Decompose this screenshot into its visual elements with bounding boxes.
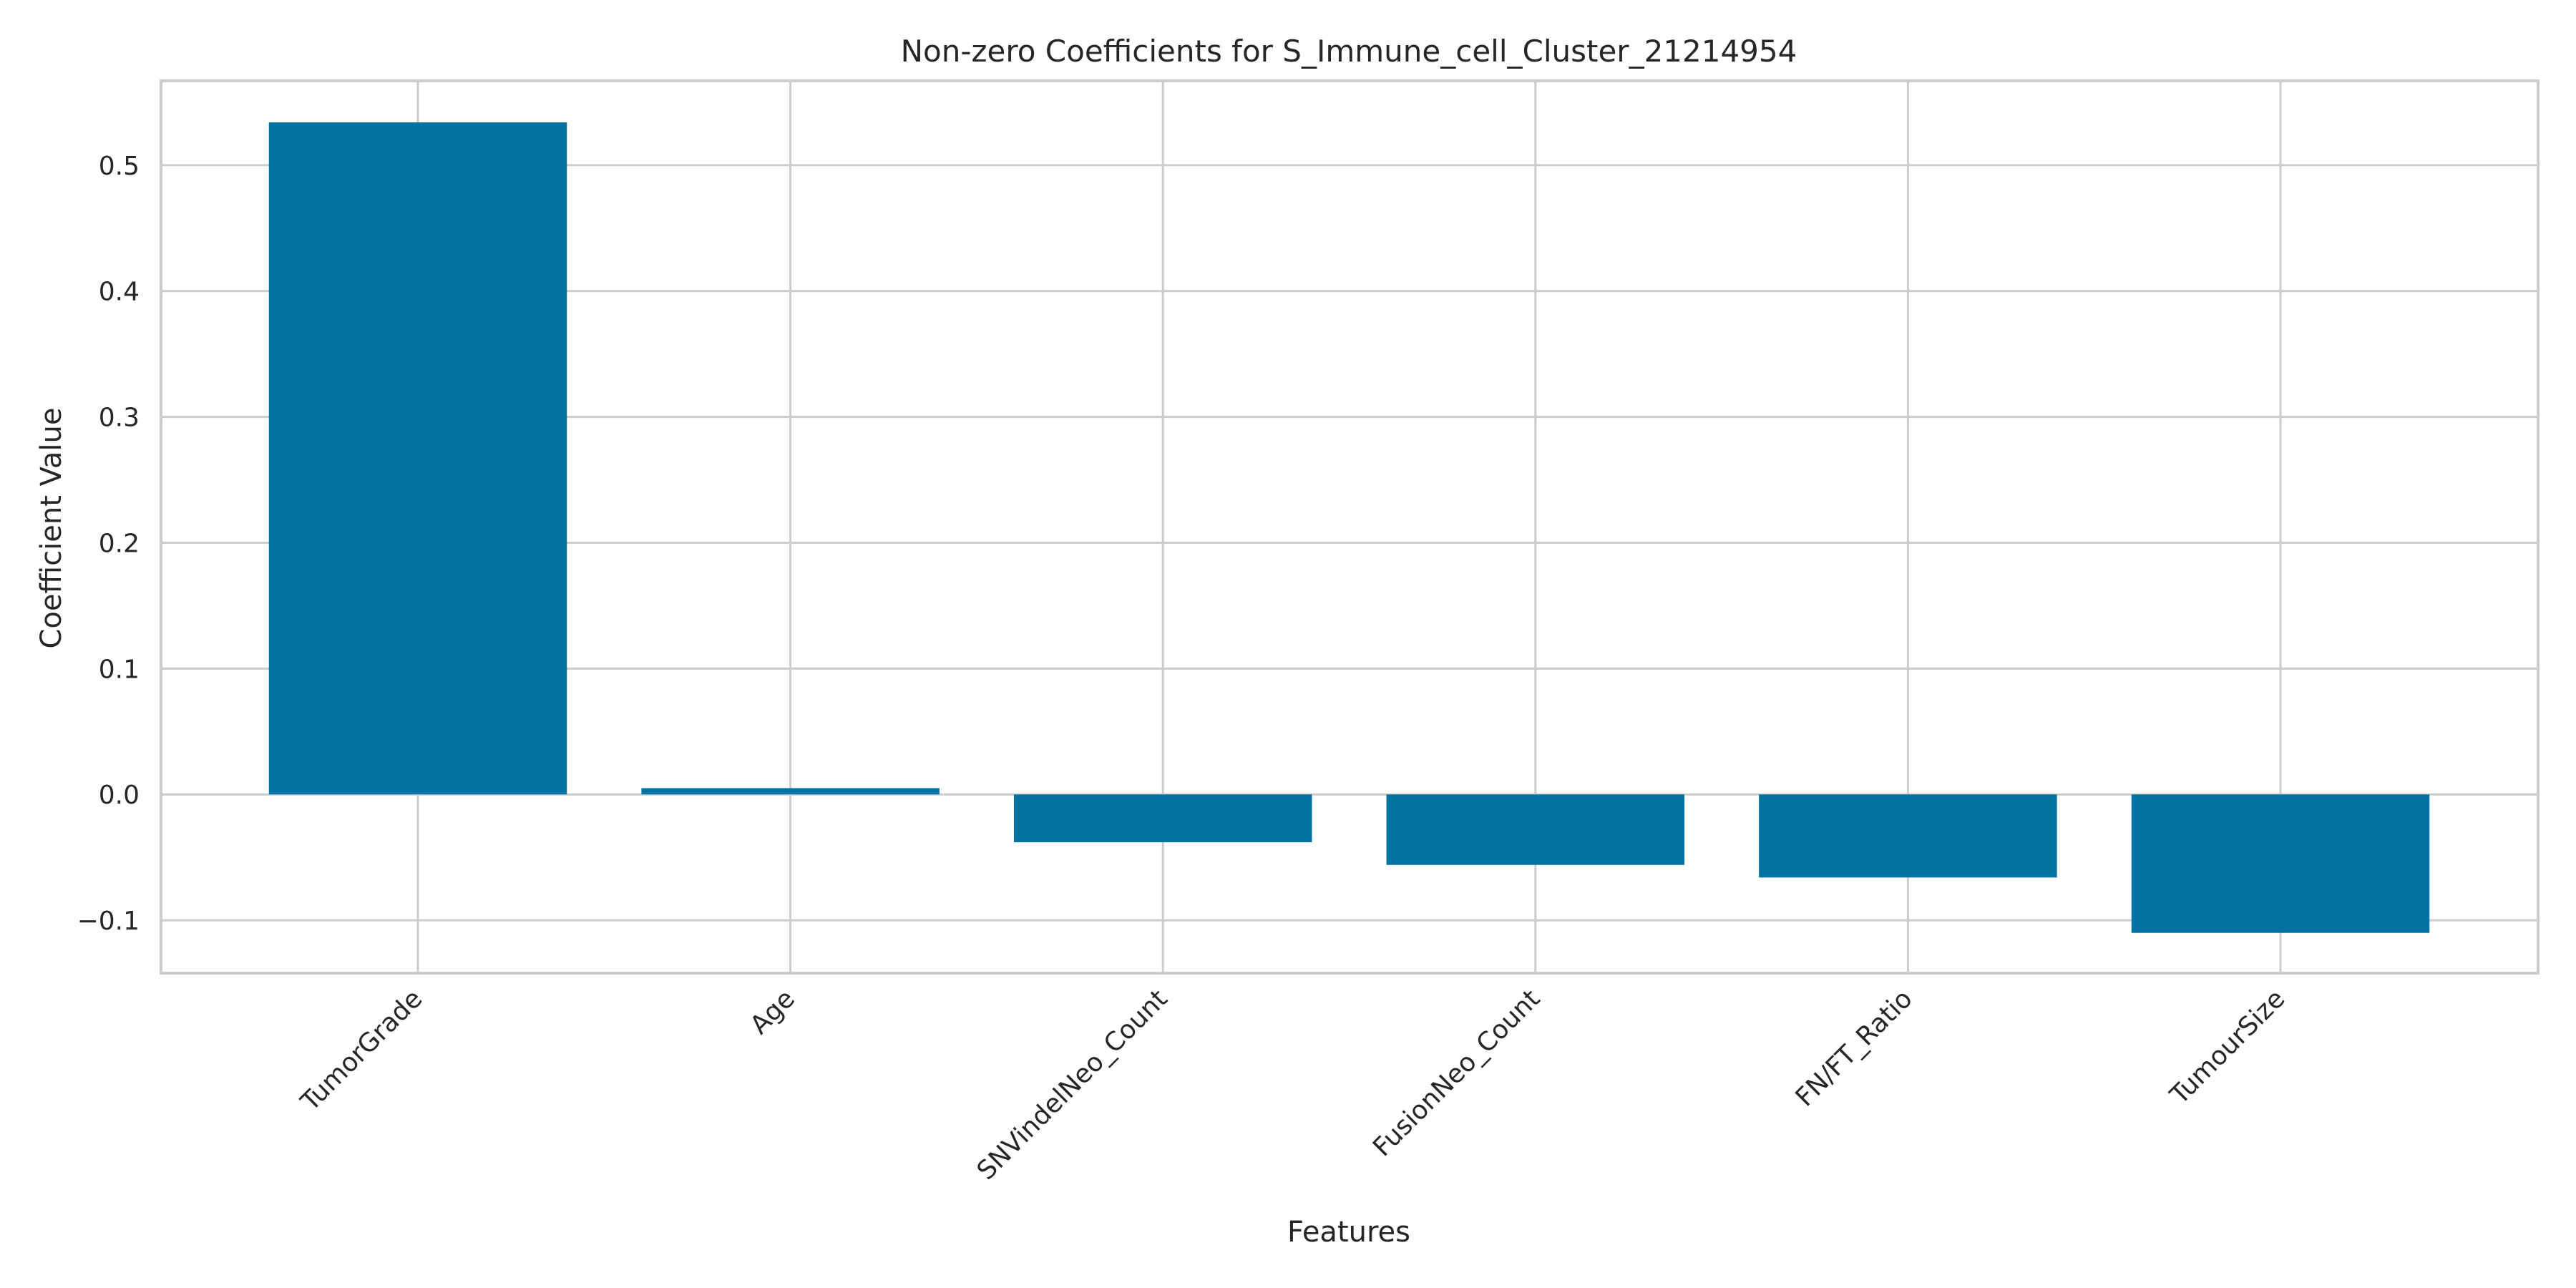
y-tick-label: 0.5 <box>99 152 140 181</box>
bar <box>641 788 940 795</box>
y-axis-label: Coefficient Value <box>35 408 68 649</box>
bar <box>2131 794 2430 933</box>
chart-title: Non-zero Coefficients for S_Immune_cell_… <box>901 34 1797 69</box>
y-tick-label: 0.4 <box>99 278 140 307</box>
bar <box>1759 794 2057 878</box>
y-tick-label: −0.1 <box>77 907 140 936</box>
plot-frame <box>160 79 2540 975</box>
bar <box>268 122 567 795</box>
x-axis-label: Features <box>1287 1216 1410 1249</box>
y-tick-label: 0.1 <box>99 655 140 684</box>
y-tick-label: 0.0 <box>99 781 140 810</box>
bar <box>1013 794 1312 843</box>
bars <box>268 122 2430 933</box>
bar <box>1386 794 1685 865</box>
y-tick-labels: −0.1 0.0 0.1 0.2 0.3 0.4 0.5 <box>77 152 140 936</box>
y-tick-label: 0.3 <box>99 404 140 433</box>
y-tick-label: 0.2 <box>99 529 140 558</box>
